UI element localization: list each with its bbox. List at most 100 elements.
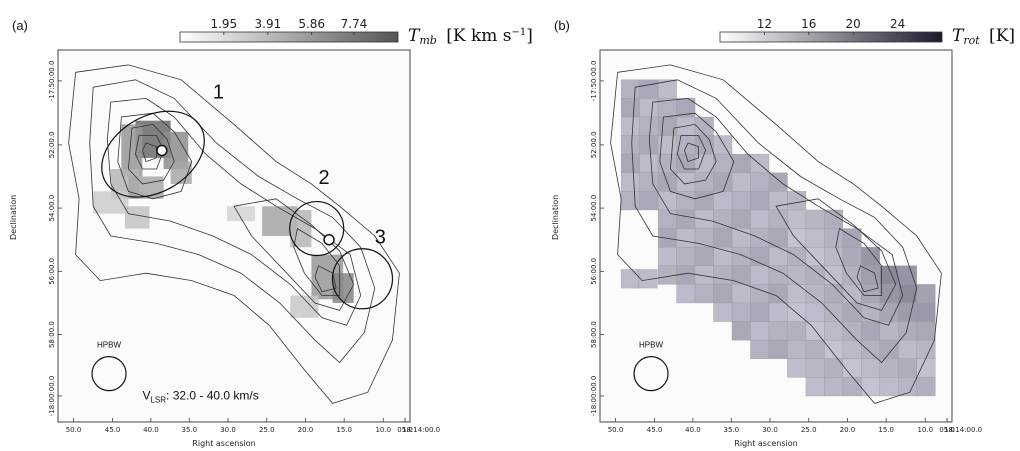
temperature-cell <box>657 209 677 229</box>
x-tick-label: 25.0 <box>801 426 817 434</box>
contour-0 <box>68 64 400 404</box>
temperature-cell <box>842 284 862 304</box>
temperature-cell <box>694 284 714 304</box>
temperature-cell <box>861 339 881 359</box>
temperature-cell <box>694 116 714 136</box>
temperature-cell <box>676 153 696 173</box>
temperature-cell <box>620 269 640 289</box>
colorbar-tick-label: 24 <box>890 17 905 31</box>
y-tick-label: 52:00.0 <box>590 131 598 158</box>
x-tick-label: 40.0 <box>685 426 701 434</box>
beam-circle <box>91 356 127 392</box>
temperature-cell <box>842 358 862 378</box>
intensity-cell <box>128 176 164 199</box>
x-tick-label: 50.0 <box>66 426 82 434</box>
temperature-cell <box>676 172 696 192</box>
temperature-cell <box>842 246 862 266</box>
contour-5 <box>134 135 165 170</box>
colorbar-title: Trot [K] <box>952 26 1015 47</box>
temperature-cell <box>879 302 899 322</box>
beam-circle <box>633 356 669 392</box>
temperature-cell <box>861 321 881 341</box>
contour-4 <box>127 123 175 185</box>
temperature-cell <box>620 116 640 136</box>
temperature-cell <box>694 191 714 211</box>
intensity-cell <box>93 191 129 214</box>
intensity-cell <box>124 206 150 229</box>
temperature-cell <box>639 116 659 136</box>
temperature-cell <box>731 209 751 229</box>
source-1-label: 1 <box>213 81 224 103</box>
temperature-cell <box>694 246 714 266</box>
temperature-cell <box>861 377 881 397</box>
temperature-cell <box>861 246 881 266</box>
temperature-cell <box>805 377 825 397</box>
temperature-cell <box>620 79 640 99</box>
contour-9 <box>314 265 337 293</box>
x-tick-label: 35.0 <box>723 426 739 434</box>
panel-label: (b) <box>554 18 570 33</box>
temperature-cell <box>750 228 770 248</box>
beam-label: HPBW <box>97 341 121 350</box>
temperature-cell <box>916 377 936 397</box>
temperature-cell <box>879 284 899 304</box>
temperature-cell <box>898 358 918 378</box>
colorbar-tick-label: 16 <box>801 17 816 31</box>
temperature-cell <box>657 246 677 266</box>
temperature-cell <box>676 284 696 304</box>
colorbar-tick-label: 7.74 <box>341 17 368 31</box>
temperature-cell <box>713 153 733 173</box>
x-tick-label: 40.0 <box>143 426 159 434</box>
temperature-cell <box>787 191 807 211</box>
temperature-cell <box>750 172 770 192</box>
colorbar-tick-label: 3.91 <box>255 17 282 31</box>
temperature-cell <box>824 265 844 285</box>
temperature-cell <box>694 153 714 173</box>
x-tick-label: 45.0 <box>647 426 663 434</box>
temperature-cell <box>861 302 881 322</box>
temperature-cell <box>805 339 825 359</box>
temperature-cell <box>750 209 770 229</box>
contour-9 <box>856 265 879 293</box>
temperature-cell <box>750 191 770 211</box>
contour-7 <box>233 198 355 311</box>
x-tick-label: 50.0 <box>608 426 624 434</box>
source-2-label: 2 <box>318 167 329 189</box>
temperature-cell <box>750 265 770 285</box>
temperature-cell <box>824 302 844 322</box>
temperature-cell <box>750 321 770 341</box>
y-tick-label: -18:00:00.0 <box>590 376 598 417</box>
temperature-cell <box>879 377 899 397</box>
panel-a: (a) 1.95 3.91 5.86 7.74 Tmb [K km s−1] 1 2 3 VLSR… <box>9 17 533 448</box>
intensity-cell <box>170 161 192 184</box>
temperature-cell <box>676 209 696 229</box>
x-axis-label: Right ascension <box>192 439 255 448</box>
x-tick-label: 05.0 <box>397 426 413 434</box>
colorbar-tick-label: 12 <box>757 17 772 31</box>
y-tick-label: 52:00.0 <box>48 131 56 158</box>
temperature-cell <box>731 153 751 173</box>
colorbar-tick-label: 1.95 <box>210 17 237 31</box>
temperature-cell <box>639 98 659 118</box>
temperature-cell <box>620 98 640 118</box>
temperature-cell <box>805 284 825 304</box>
x-tick-label: 15.0 <box>878 426 894 434</box>
temperature-cell <box>916 302 936 322</box>
temperature-cell <box>824 377 844 397</box>
temperature-cell <box>731 265 751 285</box>
temperature-cell <box>805 265 825 285</box>
intensity-cell <box>290 295 319 318</box>
temperature-cell <box>768 339 788 359</box>
panel-b: (b) 12 16 20 24 Trot [K] HPBW 50.0 45.0 40.0 35.0 3… <box>551 17 1015 448</box>
contour-4 <box>669 123 717 185</box>
temperature-cell <box>787 321 807 341</box>
contour-1 <box>631 79 918 364</box>
temperature-cell <box>842 228 862 248</box>
x-tick-label: 10.0 <box>917 426 933 434</box>
temperature-cell <box>824 228 844 248</box>
temperature-cell <box>898 339 918 359</box>
source-1-ellipse <box>101 110 205 198</box>
temperature-cell <box>916 284 936 304</box>
temperature-cell <box>713 135 733 155</box>
